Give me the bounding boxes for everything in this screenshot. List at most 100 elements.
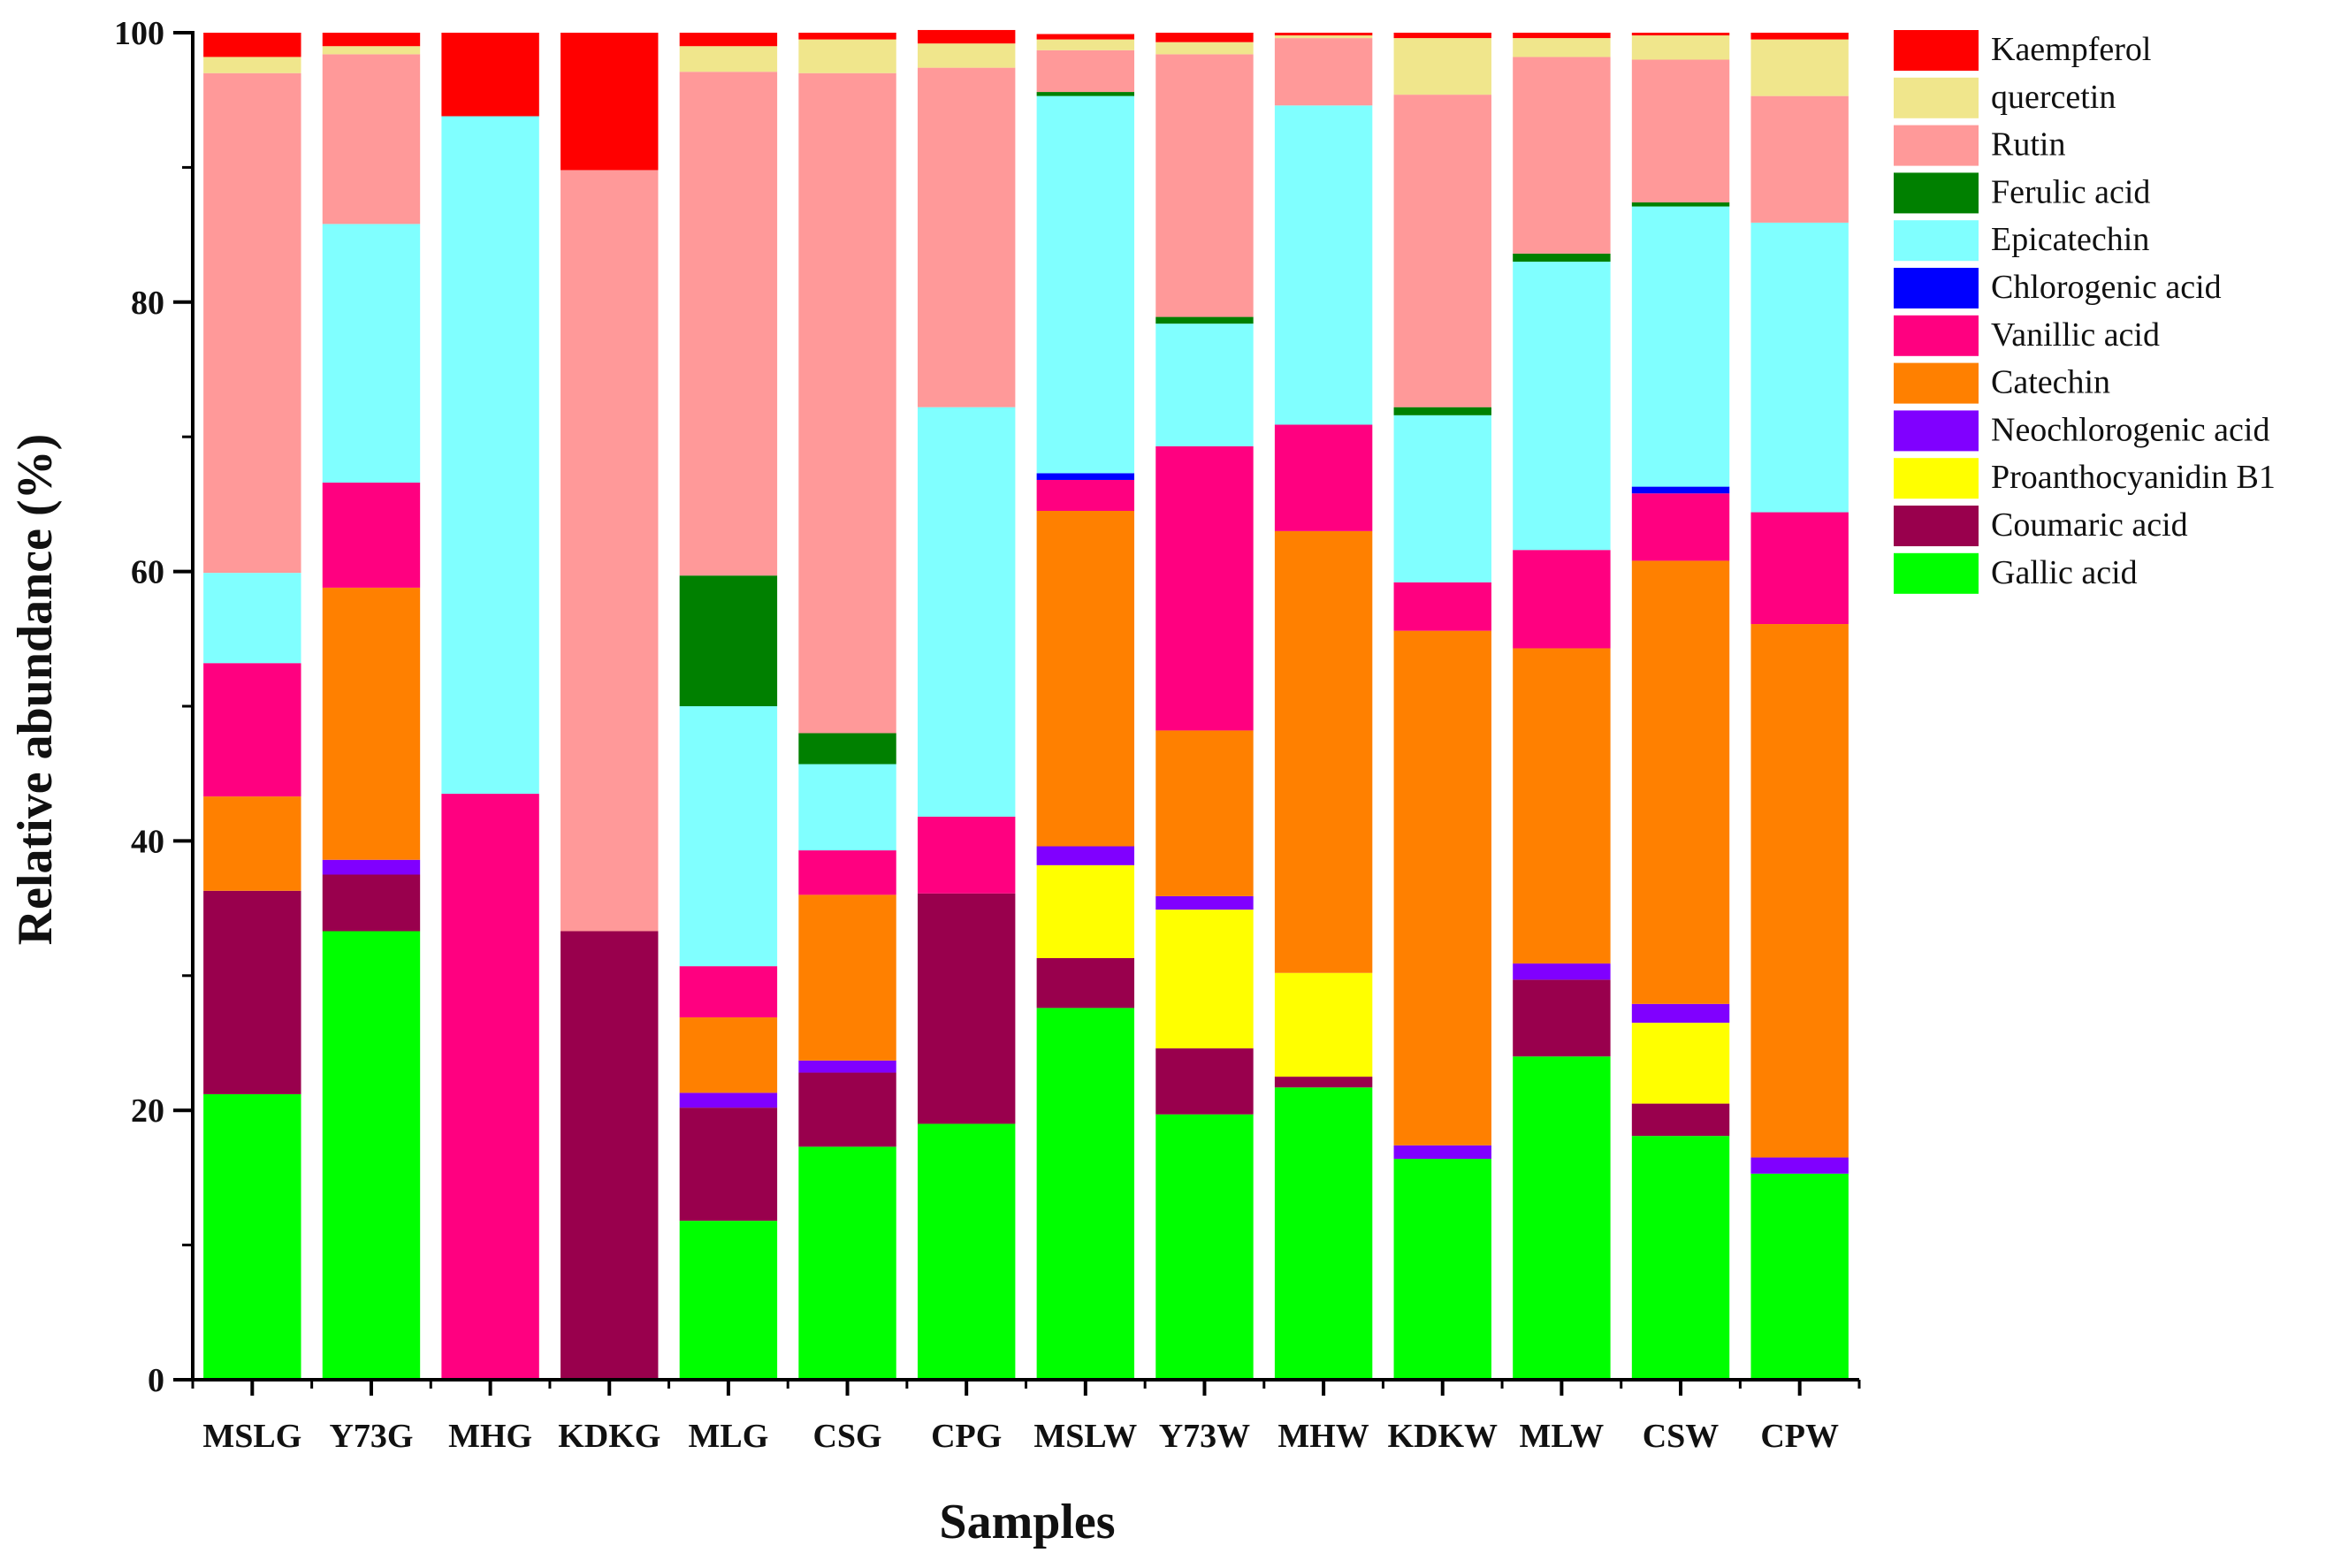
- legend-swatch-coumaric-acid: [1894, 506, 1979, 546]
- bar-segment-csw-kaempferol: [1631, 33, 1730, 36]
- bar-segment-mslw-coumaric-acid: [1036, 957, 1135, 1009]
- bar-segment-mlg-coumaric-acid: [679, 1107, 778, 1222]
- bar-segment-cpw-epicatechin: [1750, 222, 1849, 513]
- legend-swatch-gallic-acid: [1894, 552, 1979, 594]
- bar-segment-mslg-rutin: [203, 72, 301, 574]
- bar-segment-csg-quercetin: [798, 39, 896, 73]
- bar-segment-y73g-neochlorogenic-acid: [322, 859, 421, 875]
- x-tick-label-csw: CSW: [1643, 1418, 1720, 1455]
- bar-segment-y73w-coumaric-acid: [1155, 1048, 1254, 1115]
- bar-segment-mhw-vanillic-acid: [1274, 424, 1373, 531]
- x-tick-label-y73w: Y73W: [1159, 1418, 1250, 1455]
- legend-swatch-ferulic-acid: [1894, 172, 1979, 214]
- bar-segment-mlg-kaempferol: [679, 33, 778, 47]
- bar-segment-cpg-vanillic-acid: [917, 816, 1016, 894]
- bar-segment-csg-ferulic-acid: [798, 733, 896, 765]
- bar-segment-mhw-kaempferol: [1274, 33, 1373, 36]
- bar-segment-csw-quercetin: [1631, 35, 1730, 60]
- bar-segment-mhw-gallic-acid: [1274, 1087, 1373, 1380]
- bar-segment-csw-rutin: [1631, 59, 1730, 203]
- bar-segment-cpg-rutin: [917, 67, 1016, 407]
- bar-segment-mlg-quercetin: [679, 46, 778, 72]
- bar-segment-cpw-neochlorogenic-acid: [1750, 1157, 1849, 1174]
- legend-swatch-neochlorogenic-acid: [1894, 410, 1979, 452]
- bar-segment-mslw-kaempferol: [1036, 34, 1135, 40]
- bar-segment-mhw-catechin: [1274, 530, 1373, 973]
- bar-segment-kdkg-rutin: [561, 170, 659, 932]
- bar-segment-csw-chlorogenic-acid: [1631, 486, 1730, 494]
- y-tick-label: 20: [131, 1092, 164, 1130]
- bar-segment-mslw-vanillic-acid: [1036, 479, 1135, 512]
- bar-segment-mhw-proanthocyanidin-b1: [1274, 972, 1373, 1077]
- bar-segment-kdkg-kaempferol: [561, 33, 659, 171]
- bar-segment-csg-catechin: [798, 894, 896, 1061]
- bar-segment-mhg-kaempferol: [441, 33, 539, 117]
- bar-segment-cpg-gallic-acid: [917, 1123, 1016, 1380]
- bar-segment-mlw-coumaric-acid: [1513, 979, 1611, 1057]
- bar-segment-kdkw-epicatechin: [1393, 415, 1491, 582]
- bar-segment-mlg-neochlorogenic-acid: [679, 1092, 778, 1108]
- bar-segment-cpw-rutin: [1750, 95, 1849, 223]
- bar-segment-kdkw-gallic-acid: [1393, 1159, 1491, 1380]
- bar-segment-mhg-vanillic-acid: [441, 794, 539, 1380]
- bar-segment-mlg-rutin: [679, 72, 778, 576]
- legend-swatch-rutin: [1894, 125, 1979, 166]
- legend: Kaempferol quercetin Rutin Ferulic acid Epic…: [1894, 30, 2276, 594]
- bar-segment-mslg-coumaric-acid: [203, 890, 301, 1094]
- bar-segment-cpg-coumaric-acid: [917, 893, 1016, 1124]
- bar-segment-cpw-gallic-acid: [1750, 1173, 1849, 1380]
- bar-segment-kdkw-quercetin: [1393, 38, 1491, 95]
- bar-segment-mslw-chlorogenic-acid: [1036, 473, 1135, 480]
- legend-label-proanthocyanidin-b1: Proanthocyanidin B1: [1991, 459, 2276, 496]
- bar-segment-mslg-quercetin: [203, 57, 301, 73]
- bar-segment-cpw-vanillic-acid: [1750, 512, 1849, 625]
- bar-segment-csw-coumaric-acid: [1631, 1103, 1730, 1137]
- legend-label-vanillic-acid: Vanillic acid: [1991, 316, 2160, 354]
- bar-segment-cpg-quercetin: [917, 43, 1016, 68]
- bar-segment-mslw-rutin: [1036, 49, 1135, 93]
- bar-segment-csw-ferulic-acid: [1631, 202, 1730, 207]
- bar-segment-cpw-kaempferol: [1750, 33, 1849, 40]
- legend-label-rutin: Rutin: [1991, 126, 2065, 164]
- bar-segment-kdkw-catechin: [1393, 630, 1491, 1146]
- bar-segment-kdkw-kaempferol: [1393, 33, 1491, 39]
- ticks-layer: 0 20 40 60 80 100 MSLG Y73G MHG KDKG MLG CSG CPG MSLW…: [114, 15, 1861, 1455]
- bar-segment-csw-neochlorogenic-acid: [1631, 1003, 1730, 1024]
- legend-swatch-proanthocyanidin-b1: [1894, 458, 1979, 499]
- x-tick-label-csg: CSG: [812, 1418, 881, 1455]
- legend-label-ferulic-acid: Ferulic acid: [1991, 173, 2150, 210]
- x-tick-label-cpw: CPW: [1760, 1418, 1839, 1455]
- bar-segment-mslw-proanthocyanidin-b1: [1036, 864, 1135, 958]
- bar-segment-mlw-ferulic-acid: [1513, 253, 1611, 263]
- bar-segment-mslw-quercetin: [1036, 39, 1135, 50]
- bar-segment-cpw-catechin: [1750, 624, 1849, 1158]
- legend-label-epicatechin: Epicatechin: [1991, 221, 2149, 258]
- y-tick-label: 40: [131, 823, 164, 860]
- bar-segment-csg-gallic-acid: [798, 1146, 896, 1380]
- bar-segment-mslg-gallic-acid: [203, 1093, 301, 1380]
- legend-label-chlorogenic-acid: Chlorogenic acid: [1991, 269, 2222, 306]
- y-axis-title: Relative abundance (%): [8, 434, 63, 946]
- y-tick-label: 0: [148, 1362, 164, 1399]
- bar-segment-mlw-kaempferol: [1513, 33, 1611, 39]
- legend-swatch-chlorogenic-acid: [1894, 268, 1979, 308]
- x-tick-label-kdkw: KDKW: [1387, 1418, 1498, 1455]
- bar-segment-mslw-ferulic-acid: [1036, 92, 1135, 96]
- bar-segment-mlw-epicatechin: [1513, 262, 1611, 551]
- bar-segment-y73g-kaempferol: [322, 33, 421, 47]
- bar-segment-mlg-epicatechin: [679, 706, 778, 967]
- bar-segment-mhw-quercetin: [1274, 35, 1373, 39]
- bar-segment-mslw-epicatechin: [1036, 95, 1135, 474]
- legend-label-gallic-acid: Gallic acid: [1991, 554, 2138, 591]
- x-tick-label-mslw: MSLW: [1033, 1418, 1137, 1455]
- legend-swatch-epicatechin: [1894, 220, 1979, 262]
- bar-segment-cpg-kaempferol: [917, 29, 1016, 44]
- bar-segment-y73w-catechin: [1155, 730, 1254, 896]
- x-tick-label-mlw: MLW: [1520, 1418, 1605, 1455]
- bar-segment-y73g-quercetin: [322, 46, 421, 55]
- bar-segment-y73w-quercetin: [1155, 42, 1254, 55]
- bar-segment-kdkw-ferulic-acid: [1393, 407, 1491, 415]
- legend-swatch-quercetin: [1894, 77, 1979, 118]
- bar-segment-csw-vanillic-acid: [1631, 493, 1730, 561]
